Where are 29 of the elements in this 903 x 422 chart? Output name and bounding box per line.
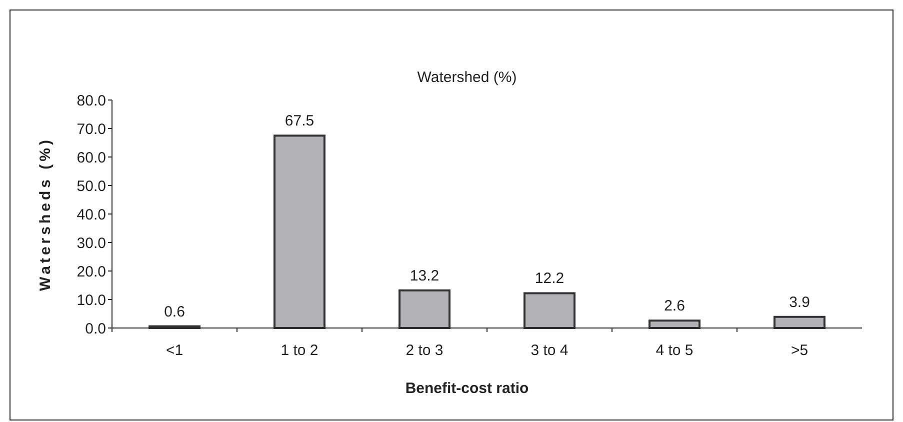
bar [524, 292, 576, 329]
y-tick-label: 10.0 [76, 292, 106, 309]
bar [774, 316, 826, 329]
y-tick-label: 40.0 [76, 206, 106, 224]
x-tick-label: 2 to 3 [406, 342, 444, 359]
y-axis-title: Watersheds (%) [37, 137, 54, 291]
y-tick-label: 80.0 [76, 92, 106, 110]
y-tick-label: 70.0 [76, 120, 106, 138]
y-tick-label: 30.0 [76, 234, 106, 252]
y-tick-label: 0.0 [85, 320, 106, 338]
y-tick-label: 20.0 [76, 263, 106, 280]
data-label: 0.6 [164, 303, 185, 320]
x-tick-label: <1 [166, 342, 184, 359]
data-label: 3.9 [789, 294, 810, 311]
x-tick-label: 4 to 5 [656, 342, 694, 359]
data-label: 67.5 [284, 112, 314, 130]
x-tick-label: 3 to 4 [530, 342, 568, 359]
chart-title: Watershed (%) [417, 69, 517, 86]
data-label: 13.2 [410, 267, 440, 284]
data-label: 2.6 [664, 298, 685, 315]
x-tick-label: >5 [790, 342, 808, 359]
x-tick-label: 1 to 2 [280, 342, 318, 359]
x-axis-title: Benefit-cost ratio [405, 380, 529, 397]
bar [648, 320, 700, 329]
bar [274, 134, 326, 329]
y-tick-label: 60.0 [76, 149, 106, 166]
bar [398, 289, 450, 329]
y-tick-label: 50.0 [76, 178, 106, 195]
data-label: 12.2 [534, 270, 564, 288]
